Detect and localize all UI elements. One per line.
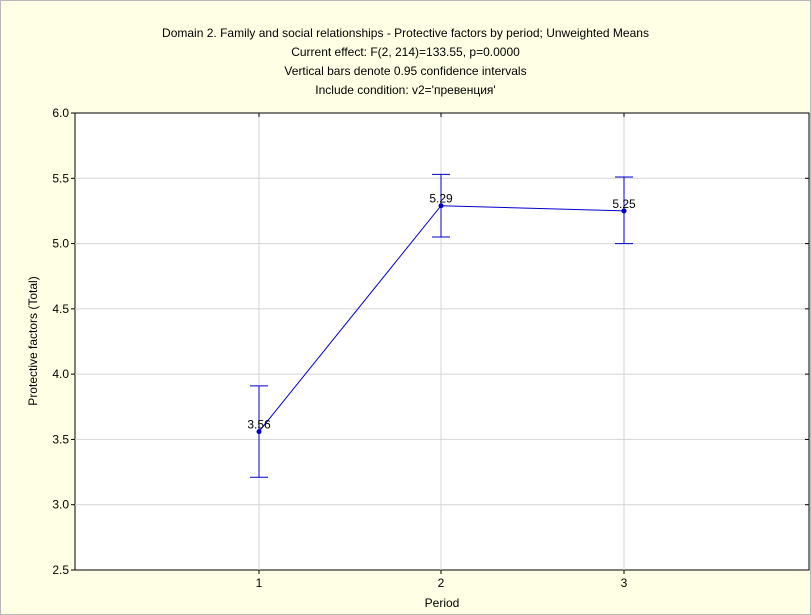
y-tick-label: 2.5 — [52, 563, 69, 577]
y-tick-label: 3.5 — [52, 432, 69, 446]
x-axis-title: Period — [425, 596, 460, 610]
y-tick-label: 5.0 — [52, 237, 69, 251]
x-axis-ticks: 1 2 3 — [256, 113, 628, 590]
data-label: 5.25 — [612, 197, 636, 211]
y-tick-label: 5.5 — [52, 171, 69, 185]
y-tick-label: 6.0 — [52, 106, 69, 120]
y-axis-title: Protective factors (Total) — [26, 276, 40, 405]
chart-subtitle-condition: Include condition: v2='превенция' — [315, 83, 496, 97]
data-label: 3.56 — [247, 418, 271, 432]
data-label: 5.29 — [429, 192, 453, 206]
chart-title: Domain 2. Family and social relationship… — [162, 26, 649, 40]
x-tick-label: 1 — [256, 576, 263, 590]
y-axis-ticks: 2.5 3.0 3.5 4.0 4.5 5.0 5.5 6.0 — [52, 106, 809, 577]
y-tick-label: 4.0 — [52, 367, 69, 381]
data-point — [621, 208, 627, 214]
y-tick-label: 4.5 — [52, 302, 69, 316]
y-tick-label: 3.0 — [52, 498, 69, 512]
x-tick-label: 3 — [621, 576, 628, 590]
data-point — [256, 429, 262, 435]
series-layer: 3.56 5.29 5.25 — [247, 173, 636, 478]
chart-subtitle-ci: Vertical bars denote 0.95 confidence int… — [284, 64, 527, 78]
data-point — [438, 203, 444, 209]
x-tick-label: 2 — [438, 576, 445, 590]
plot-area — [74, 112, 810, 571]
chart-subtitle-effect: Current effect: F(2, 214)=133.55, p=0.00… — [291, 45, 520, 59]
